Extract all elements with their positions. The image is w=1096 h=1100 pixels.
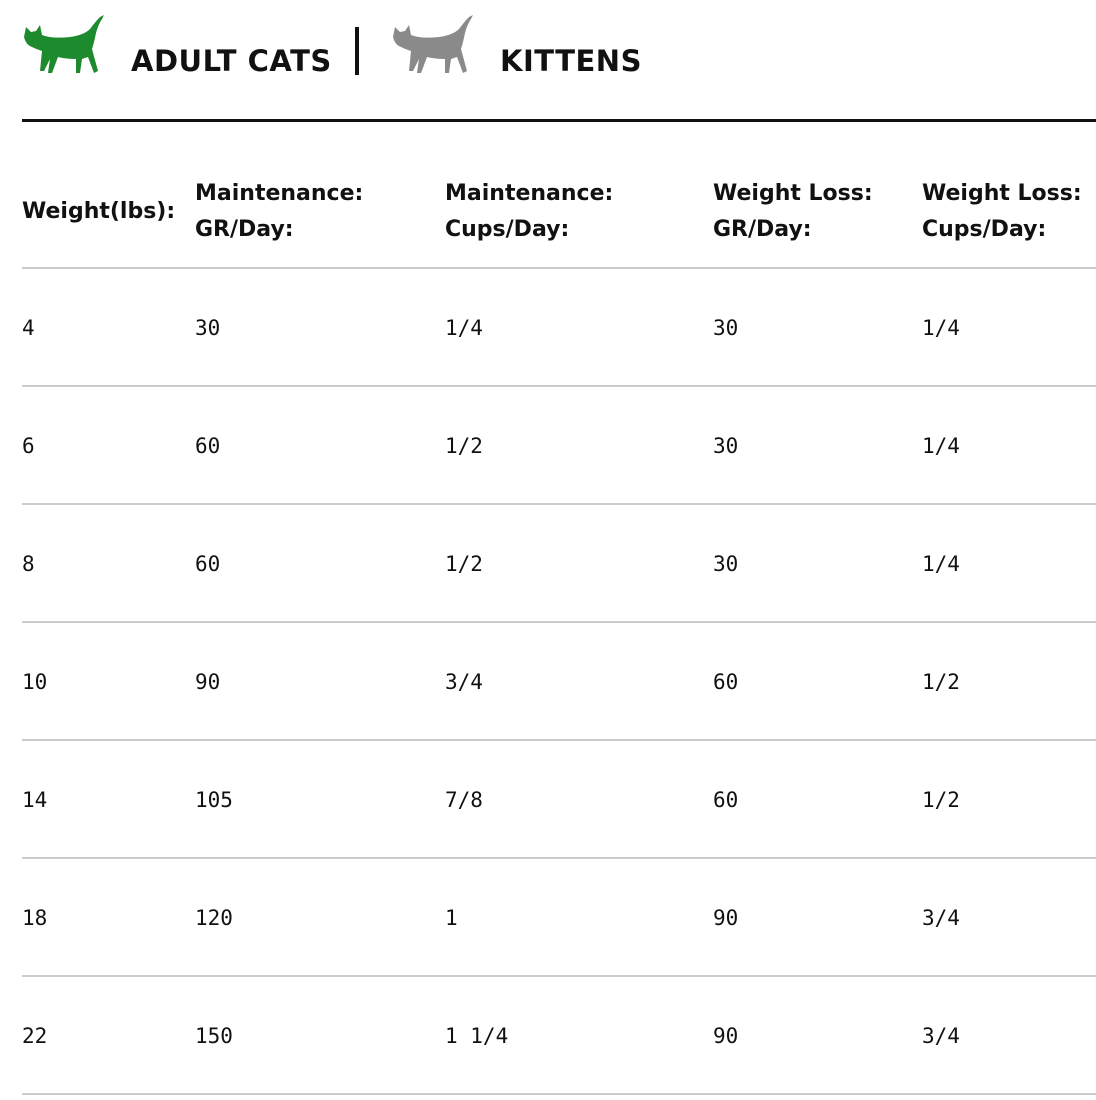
table-cell: 3/4 [922,1024,960,1048]
table-cell: 14 [22,788,48,812]
table-cell: 1/4 [445,316,483,340]
table-cell: 1/2 [445,552,483,576]
table-cell: 1/4 [922,434,960,458]
table-cell: 7/8 [445,788,483,812]
row-rule [22,621,1096,623]
row-rule [22,503,1096,505]
row-rule [22,975,1096,977]
column-header: Weight Loss: [713,181,873,206]
column-header: Maintenance: [445,181,614,206]
table-cell: 1/2 [445,434,483,458]
table-cell: 30 [713,316,739,340]
header-rule [22,267,1096,269]
table-cell: 150 [195,1024,233,1048]
table-cell: 30 [713,552,739,576]
table-cell: 1/2 [922,670,960,694]
table-cell: 30 [195,316,221,340]
column-header: GR/Day: [713,217,812,242]
adult-cat-icon[interactable] [22,15,106,77]
table-cell: 90 [713,906,739,930]
table-cell: 120 [195,906,233,930]
table-cell: 1/4 [922,552,960,576]
table-cell: 1 [445,906,458,930]
tab-divider [355,27,359,75]
table-cell: 60 [713,788,739,812]
table-cell: 60 [195,552,221,576]
table-cell: 4 [22,316,35,340]
table-cell: 1/2 [922,788,960,812]
table-cell: 6 [22,434,35,458]
row-rule [22,1093,1096,1095]
row-rule [22,739,1096,741]
table-cell: 3/4 [445,670,483,694]
column-header: Cups/Day: [922,217,1047,242]
table-cell: 60 [713,670,739,694]
table-cell: 60 [195,434,221,458]
table-cell: 90 [195,670,221,694]
column-header: Weight(lbs): [22,199,176,224]
tab-kittens[interactable]: KITTENS [500,44,642,78]
table-cell: 3/4 [922,906,960,930]
table-cell: 22 [22,1024,48,1048]
row-rule [22,385,1096,387]
table-cell: 10 [22,670,48,694]
table-cell: 8 [22,552,35,576]
table-cell: 1 1/4 [445,1024,509,1048]
column-header: Weight Loss: [922,181,1082,206]
column-header: Cups/Day: [445,217,570,242]
tab-adult-cats[interactable]: ADULT CATS [131,44,332,78]
kitten-icon[interactable] [391,15,475,77]
column-header: Maintenance: [195,181,364,206]
table-cell: 90 [713,1024,739,1048]
table-cell: 1/4 [922,316,960,340]
row-rule [22,857,1096,859]
column-header: GR/Day: [195,217,294,242]
table-cell: 105 [195,788,233,812]
tab-underline [22,119,1096,122]
table-cell: 18 [22,906,48,930]
table-cell: 30 [713,434,739,458]
